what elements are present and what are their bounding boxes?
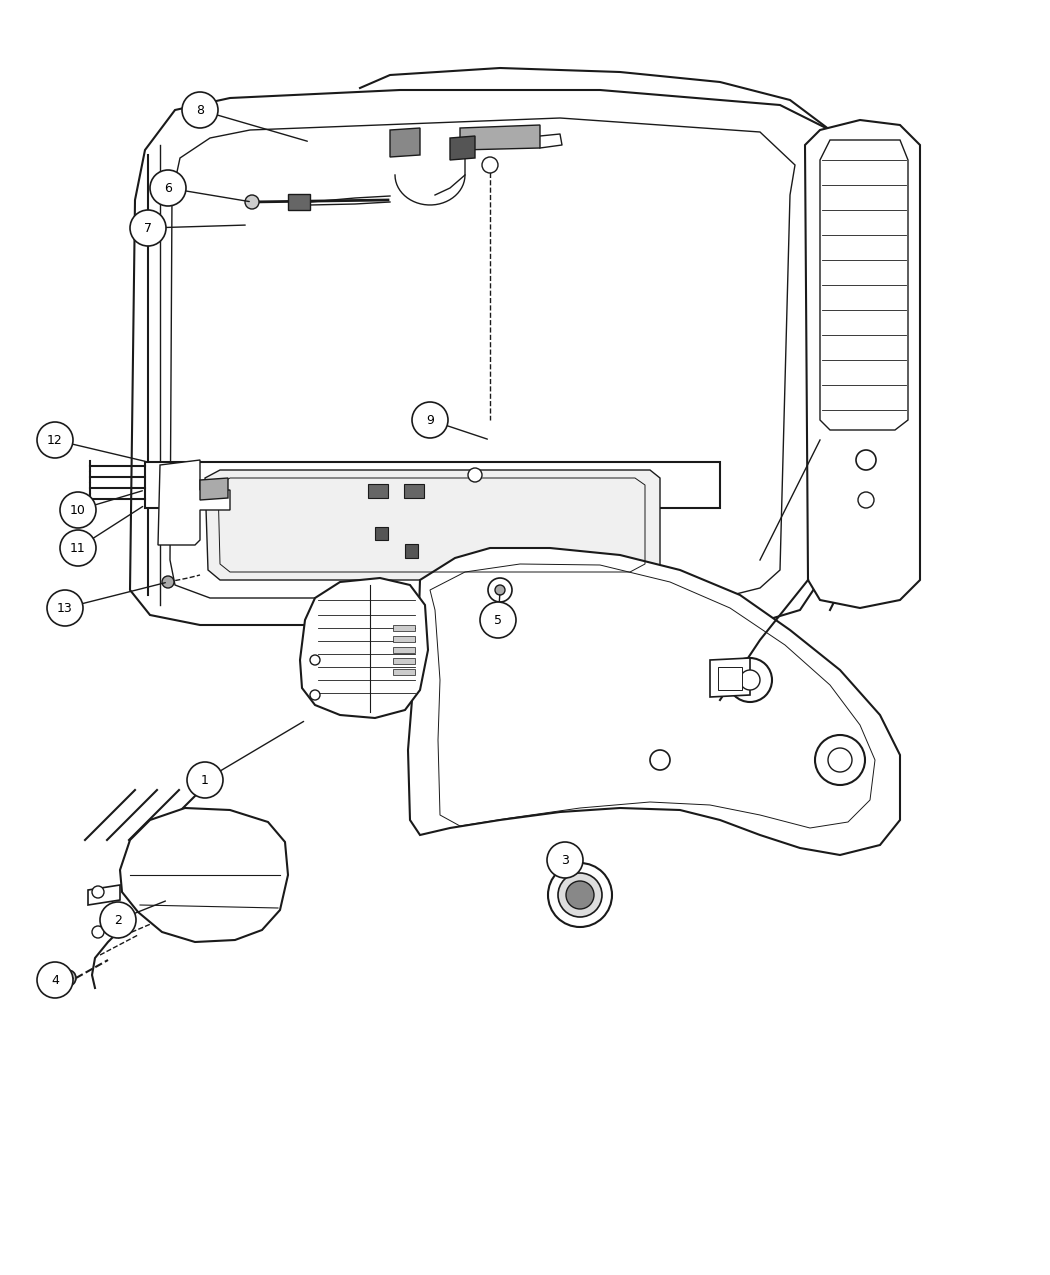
Polygon shape (120, 808, 288, 942)
Circle shape (182, 92, 218, 128)
Polygon shape (393, 669, 415, 674)
Circle shape (60, 530, 96, 566)
Circle shape (100, 901, 136, 938)
Circle shape (858, 492, 874, 507)
Circle shape (480, 602, 516, 638)
Circle shape (468, 468, 482, 482)
Circle shape (482, 157, 498, 173)
Circle shape (92, 886, 104, 898)
Text: 3: 3 (561, 853, 569, 867)
Text: 4: 4 (51, 974, 59, 987)
Polygon shape (200, 478, 228, 500)
Text: 7: 7 (144, 222, 152, 235)
Polygon shape (375, 527, 388, 541)
Circle shape (488, 578, 512, 602)
Circle shape (558, 873, 602, 917)
Circle shape (130, 210, 166, 246)
Polygon shape (408, 548, 900, 856)
Text: 12: 12 (47, 434, 63, 446)
Polygon shape (300, 578, 428, 718)
Circle shape (740, 669, 760, 690)
Polygon shape (390, 128, 420, 157)
Polygon shape (393, 625, 415, 631)
Polygon shape (145, 462, 720, 507)
Circle shape (566, 881, 594, 909)
Circle shape (187, 762, 223, 798)
Polygon shape (368, 484, 388, 499)
Polygon shape (158, 460, 230, 544)
Text: 10: 10 (70, 504, 86, 516)
Circle shape (650, 750, 670, 770)
Circle shape (495, 585, 505, 595)
Polygon shape (393, 658, 415, 664)
Text: 8: 8 (196, 103, 204, 116)
Polygon shape (393, 646, 415, 653)
Circle shape (856, 450, 876, 470)
Circle shape (828, 748, 852, 771)
Circle shape (310, 690, 320, 700)
Polygon shape (404, 484, 424, 499)
Text: 11: 11 (70, 542, 86, 555)
Polygon shape (405, 544, 418, 558)
Circle shape (245, 195, 259, 209)
Circle shape (547, 842, 583, 878)
Circle shape (310, 655, 320, 666)
Text: 1: 1 (201, 774, 209, 787)
Polygon shape (288, 194, 310, 210)
Circle shape (47, 590, 83, 626)
Circle shape (548, 863, 612, 927)
Polygon shape (393, 636, 415, 643)
Polygon shape (710, 658, 750, 697)
Polygon shape (130, 91, 840, 625)
Circle shape (815, 734, 865, 785)
Circle shape (92, 926, 104, 938)
Circle shape (37, 422, 74, 458)
Circle shape (412, 402, 448, 439)
Text: 2: 2 (114, 913, 122, 927)
Text: 13: 13 (57, 602, 72, 615)
Polygon shape (805, 120, 920, 608)
Text: 5: 5 (494, 613, 502, 626)
Circle shape (150, 170, 186, 207)
Polygon shape (450, 136, 475, 159)
Polygon shape (88, 885, 120, 905)
Circle shape (162, 576, 174, 588)
Circle shape (728, 658, 772, 703)
Text: 6: 6 (164, 181, 172, 195)
Polygon shape (460, 125, 540, 150)
Circle shape (60, 970, 76, 986)
Polygon shape (718, 667, 742, 690)
Circle shape (60, 492, 96, 528)
Polygon shape (205, 470, 660, 580)
Text: 9: 9 (426, 413, 434, 427)
Circle shape (37, 963, 74, 998)
